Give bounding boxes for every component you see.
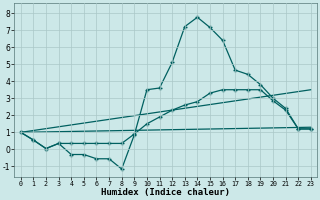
X-axis label: Humidex (Indice chaleur): Humidex (Indice chaleur) — [101, 188, 230, 197]
